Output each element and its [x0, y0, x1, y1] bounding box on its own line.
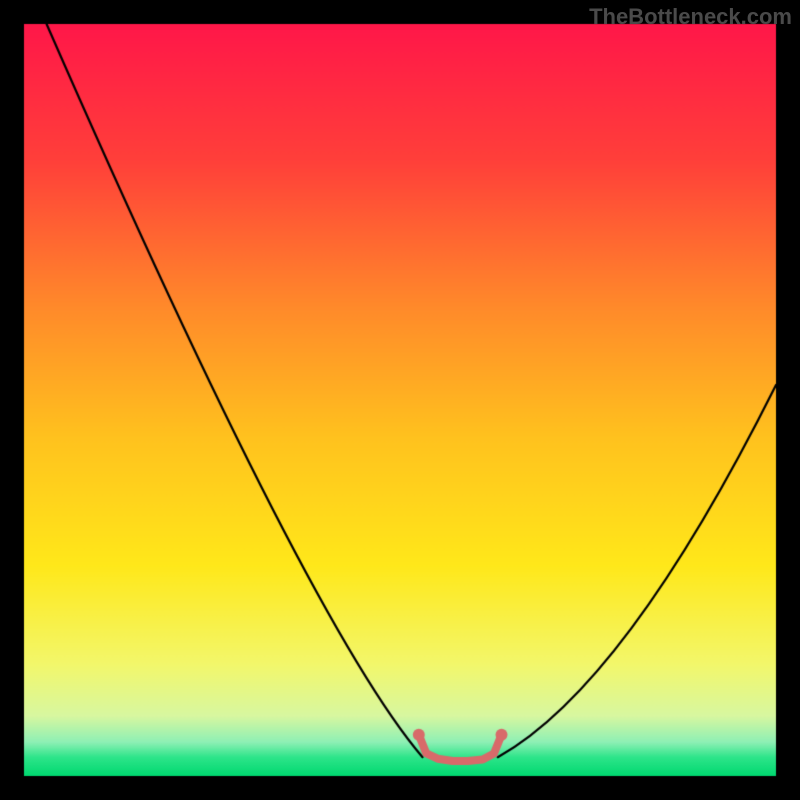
bottleneck-curve-chart [0, 0, 800, 800]
chart-container: TheBottleneck.com [0, 0, 800, 800]
